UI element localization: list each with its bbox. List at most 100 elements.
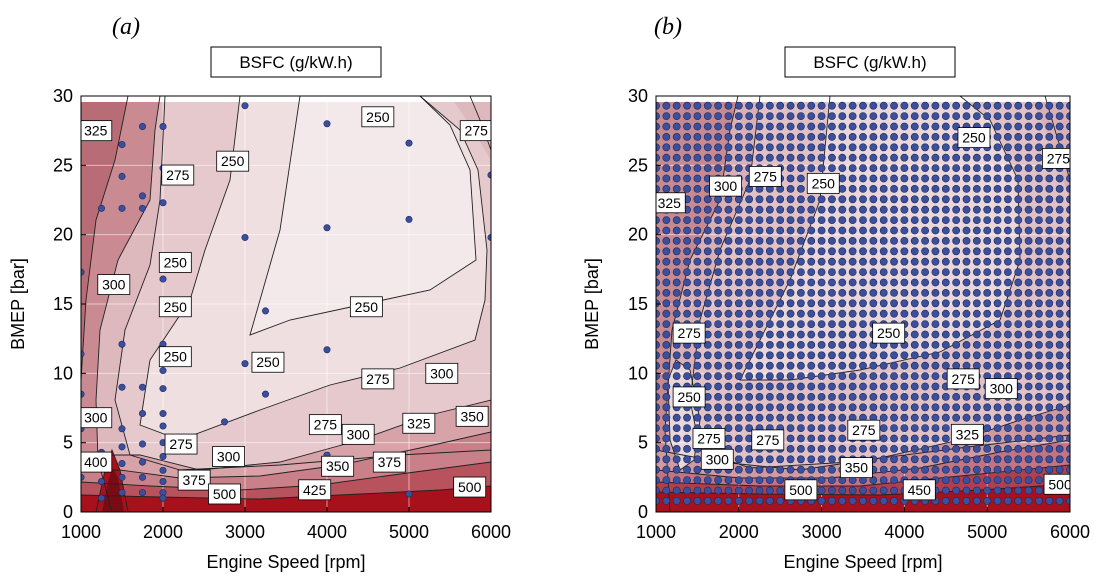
data-point (703, 372, 712, 381)
data-point (1014, 320, 1023, 329)
data-point (734, 393, 743, 401)
data-point (776, 195, 785, 204)
data-point (983, 413, 992, 422)
x-tick-label: 1000 (636, 522, 676, 542)
data-point (734, 341, 743, 349)
data-point (745, 341, 754, 349)
data-point (745, 257, 754, 266)
data-point (786, 341, 795, 349)
data-point (952, 330, 961, 339)
data-point (683, 361, 691, 370)
panel-a-top-band (81, 96, 491, 102)
data-point (869, 133, 878, 141)
panel-a-fill-lowest (250, 96, 476, 335)
data-point (1045, 101, 1054, 110)
data-point (931, 247, 940, 256)
data-point (1055, 309, 1064, 318)
data-point (1035, 351, 1043, 360)
data-point (714, 101, 722, 110)
data-point (734, 424, 743, 433)
data-point (828, 226, 836, 235)
data-point (1024, 278, 1033, 287)
data-point (776, 330, 785, 339)
data-point (1035, 497, 1043, 505)
panel-a-xlabel: Engine Speed [rpm] (206, 552, 365, 572)
data-point (662, 445, 671, 453)
data-point (765, 351, 774, 360)
data-point (972, 195, 981, 204)
data-point (703, 341, 712, 349)
data-point (879, 101, 888, 110)
data-point (993, 403, 1002, 412)
data-point (724, 424, 733, 433)
data-point (1035, 330, 1043, 339)
data-point (900, 455, 909, 464)
data-point (941, 497, 950, 505)
data-point (838, 247, 847, 256)
data-point (662, 309, 671, 318)
data-point (776, 226, 785, 235)
data-point (972, 174, 981, 183)
data-point (714, 413, 722, 422)
data-point (931, 330, 940, 339)
data-point (890, 164, 898, 173)
data-point (765, 486, 774, 495)
data-point (797, 122, 805, 131)
data-point (890, 185, 898, 193)
data-point (734, 320, 743, 329)
data-point (1045, 361, 1054, 370)
data-point (900, 216, 909, 225)
data-point (900, 268, 909, 277)
data-point (900, 174, 909, 183)
data-point (828, 309, 836, 318)
data-point (703, 216, 712, 225)
data-point (838, 164, 847, 173)
data-point (828, 434, 836, 443)
data-point (139, 123, 147, 131)
data-point (703, 133, 712, 141)
data-point (662, 434, 671, 443)
data-point (828, 247, 836, 256)
data-point (745, 153, 754, 162)
data-point (1055, 434, 1064, 443)
data-point (693, 289, 702, 297)
contour-label: 250 (164, 254, 188, 270)
data-point (828, 237, 836, 245)
data-point (159, 385, 167, 393)
data-point (745, 309, 754, 318)
data-point (261, 390, 269, 398)
data-point (1055, 112, 1064, 121)
contour-label: 350 (326, 458, 350, 474)
panel-a-peak-inner (102, 468, 124, 512)
data-point (755, 268, 764, 277)
data-point (817, 476, 826, 485)
data-point (1014, 455, 1023, 464)
data-point (983, 486, 992, 495)
data-point (817, 486, 826, 495)
data-point (879, 205, 888, 214)
data-point (921, 122, 929, 131)
data-point (848, 174, 857, 183)
data-point (1004, 278, 1012, 287)
data-point (983, 299, 992, 308)
data-point (765, 195, 774, 204)
data-point (962, 174, 971, 183)
contour-label-box (839, 457, 873, 479)
data-point (683, 289, 691, 297)
data-point (1024, 486, 1033, 495)
data-point (724, 351, 733, 360)
data-point (1035, 268, 1043, 277)
data-point (807, 289, 816, 297)
data-point (693, 413, 702, 422)
data-point (859, 351, 867, 360)
data-point (817, 445, 826, 453)
panel-a: (a) BSFC (g/kW.h) (8, 14, 511, 572)
data-point (672, 143, 681, 152)
data-point (972, 237, 981, 245)
data-point (807, 153, 816, 162)
data-point (745, 476, 754, 485)
data-point (693, 372, 702, 381)
data-point (972, 455, 981, 464)
data-point (941, 299, 950, 308)
